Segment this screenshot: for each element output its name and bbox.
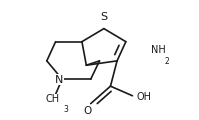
Text: 2: 2	[165, 57, 170, 66]
Text: CH: CH	[45, 94, 59, 104]
Text: O: O	[83, 106, 92, 116]
Text: NH: NH	[151, 45, 166, 55]
Text: N: N	[55, 75, 63, 84]
Text: 3: 3	[64, 105, 69, 114]
Text: S: S	[100, 12, 107, 22]
Text: OH: OH	[136, 92, 151, 102]
